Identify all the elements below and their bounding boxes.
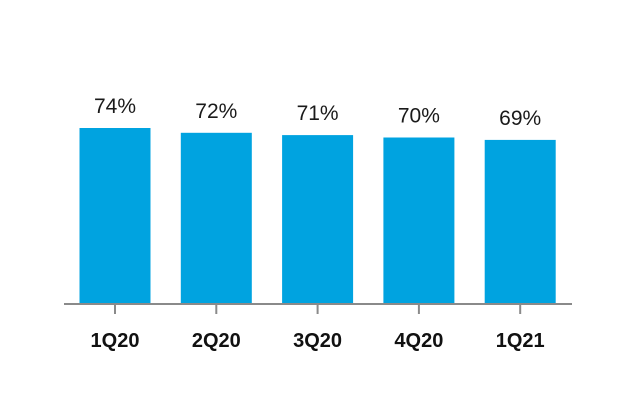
bar-value-label: 69% <box>499 107 541 130</box>
x-tick-label: 4Q20 <box>394 330 443 352</box>
bar-value-label: 70% <box>398 105 440 128</box>
bars-group <box>79 128 556 304</box>
x-ticks-group <box>114 304 522 314</box>
bar-2q20 <box>180 132 252 304</box>
bar-1q20 <box>79 128 151 304</box>
bar-1q21 <box>484 139 556 304</box>
bar-3q20 <box>282 135 354 304</box>
bar-4q20 <box>383 137 455 304</box>
bar-value-label: 71% <box>297 102 339 125</box>
x-tick-label: 1Q21 <box>496 330 545 352</box>
x-tick-label: 2Q20 <box>192 330 241 352</box>
bar-value-label: 74% <box>94 95 136 118</box>
bar-value-label: 72% <box>195 100 237 123</box>
x-tick-labels-group: 1Q20 2Q20 3Q20 4Q20 1Q21 <box>91 330 545 352</box>
value-labels-group: 74% 72% 71% 70% 69% <box>94 95 541 130</box>
x-tick-label: 1Q20 <box>91 330 140 352</box>
x-tick-label: 3Q20 <box>293 330 342 352</box>
